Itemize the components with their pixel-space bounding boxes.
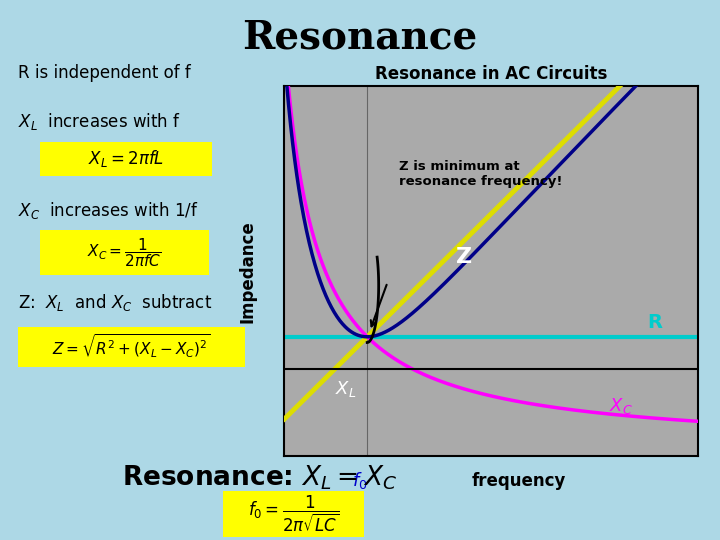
Text: $X_L$  increases with f: $X_L$ increases with f	[18, 111, 181, 132]
Text: $f_0 = \dfrac{1}{2\pi\sqrt{LC}}$: $f_0 = \dfrac{1}{2\pi\sqrt{LC}}$	[248, 494, 339, 535]
Text: Z:  $X_L$  and $X_C$  subtract: Z: $X_L$ and $X_C$ subtract	[18, 292, 212, 313]
Text: Resonance: $X_L = X_C$: Resonance: $X_L = X_C$	[122, 464, 397, 492]
Text: R is independent of f: R is independent of f	[18, 64, 191, 82]
Text: frequency: frequency	[471, 472, 566, 490]
Text: Impedance: Impedance	[238, 220, 256, 323]
Text: $X_C$  increases with 1/f: $X_C$ increases with 1/f	[18, 200, 199, 221]
Text: $X_C = \dfrac{1}{2\pi fC}$: $X_C = \dfrac{1}{2\pi fC}$	[87, 236, 161, 269]
Text: $Z = \sqrt{R^2 + (X_L - X_C)^2}$: $Z = \sqrt{R^2 + (X_L - X_C)^2}$	[52, 333, 211, 361]
Text: $X_L = 2\pi$fL: $X_L = 2\pi$fL	[88, 148, 164, 169]
Text: Resonance: Resonance	[243, 19, 477, 57]
Title: Resonance in AC Circuits: Resonance in AC Circuits	[375, 65, 608, 84]
Text: $X_L$: $X_L$	[336, 379, 356, 399]
Text: $f_0$: $f_0$	[352, 470, 368, 491]
Text: Z is minimum at
resonance frequency!: Z is minimum at resonance frequency!	[399, 160, 562, 188]
Text: Z: Z	[456, 247, 472, 267]
Text: $X_C$: $X_C$	[609, 396, 633, 416]
Text: R: R	[647, 313, 662, 332]
